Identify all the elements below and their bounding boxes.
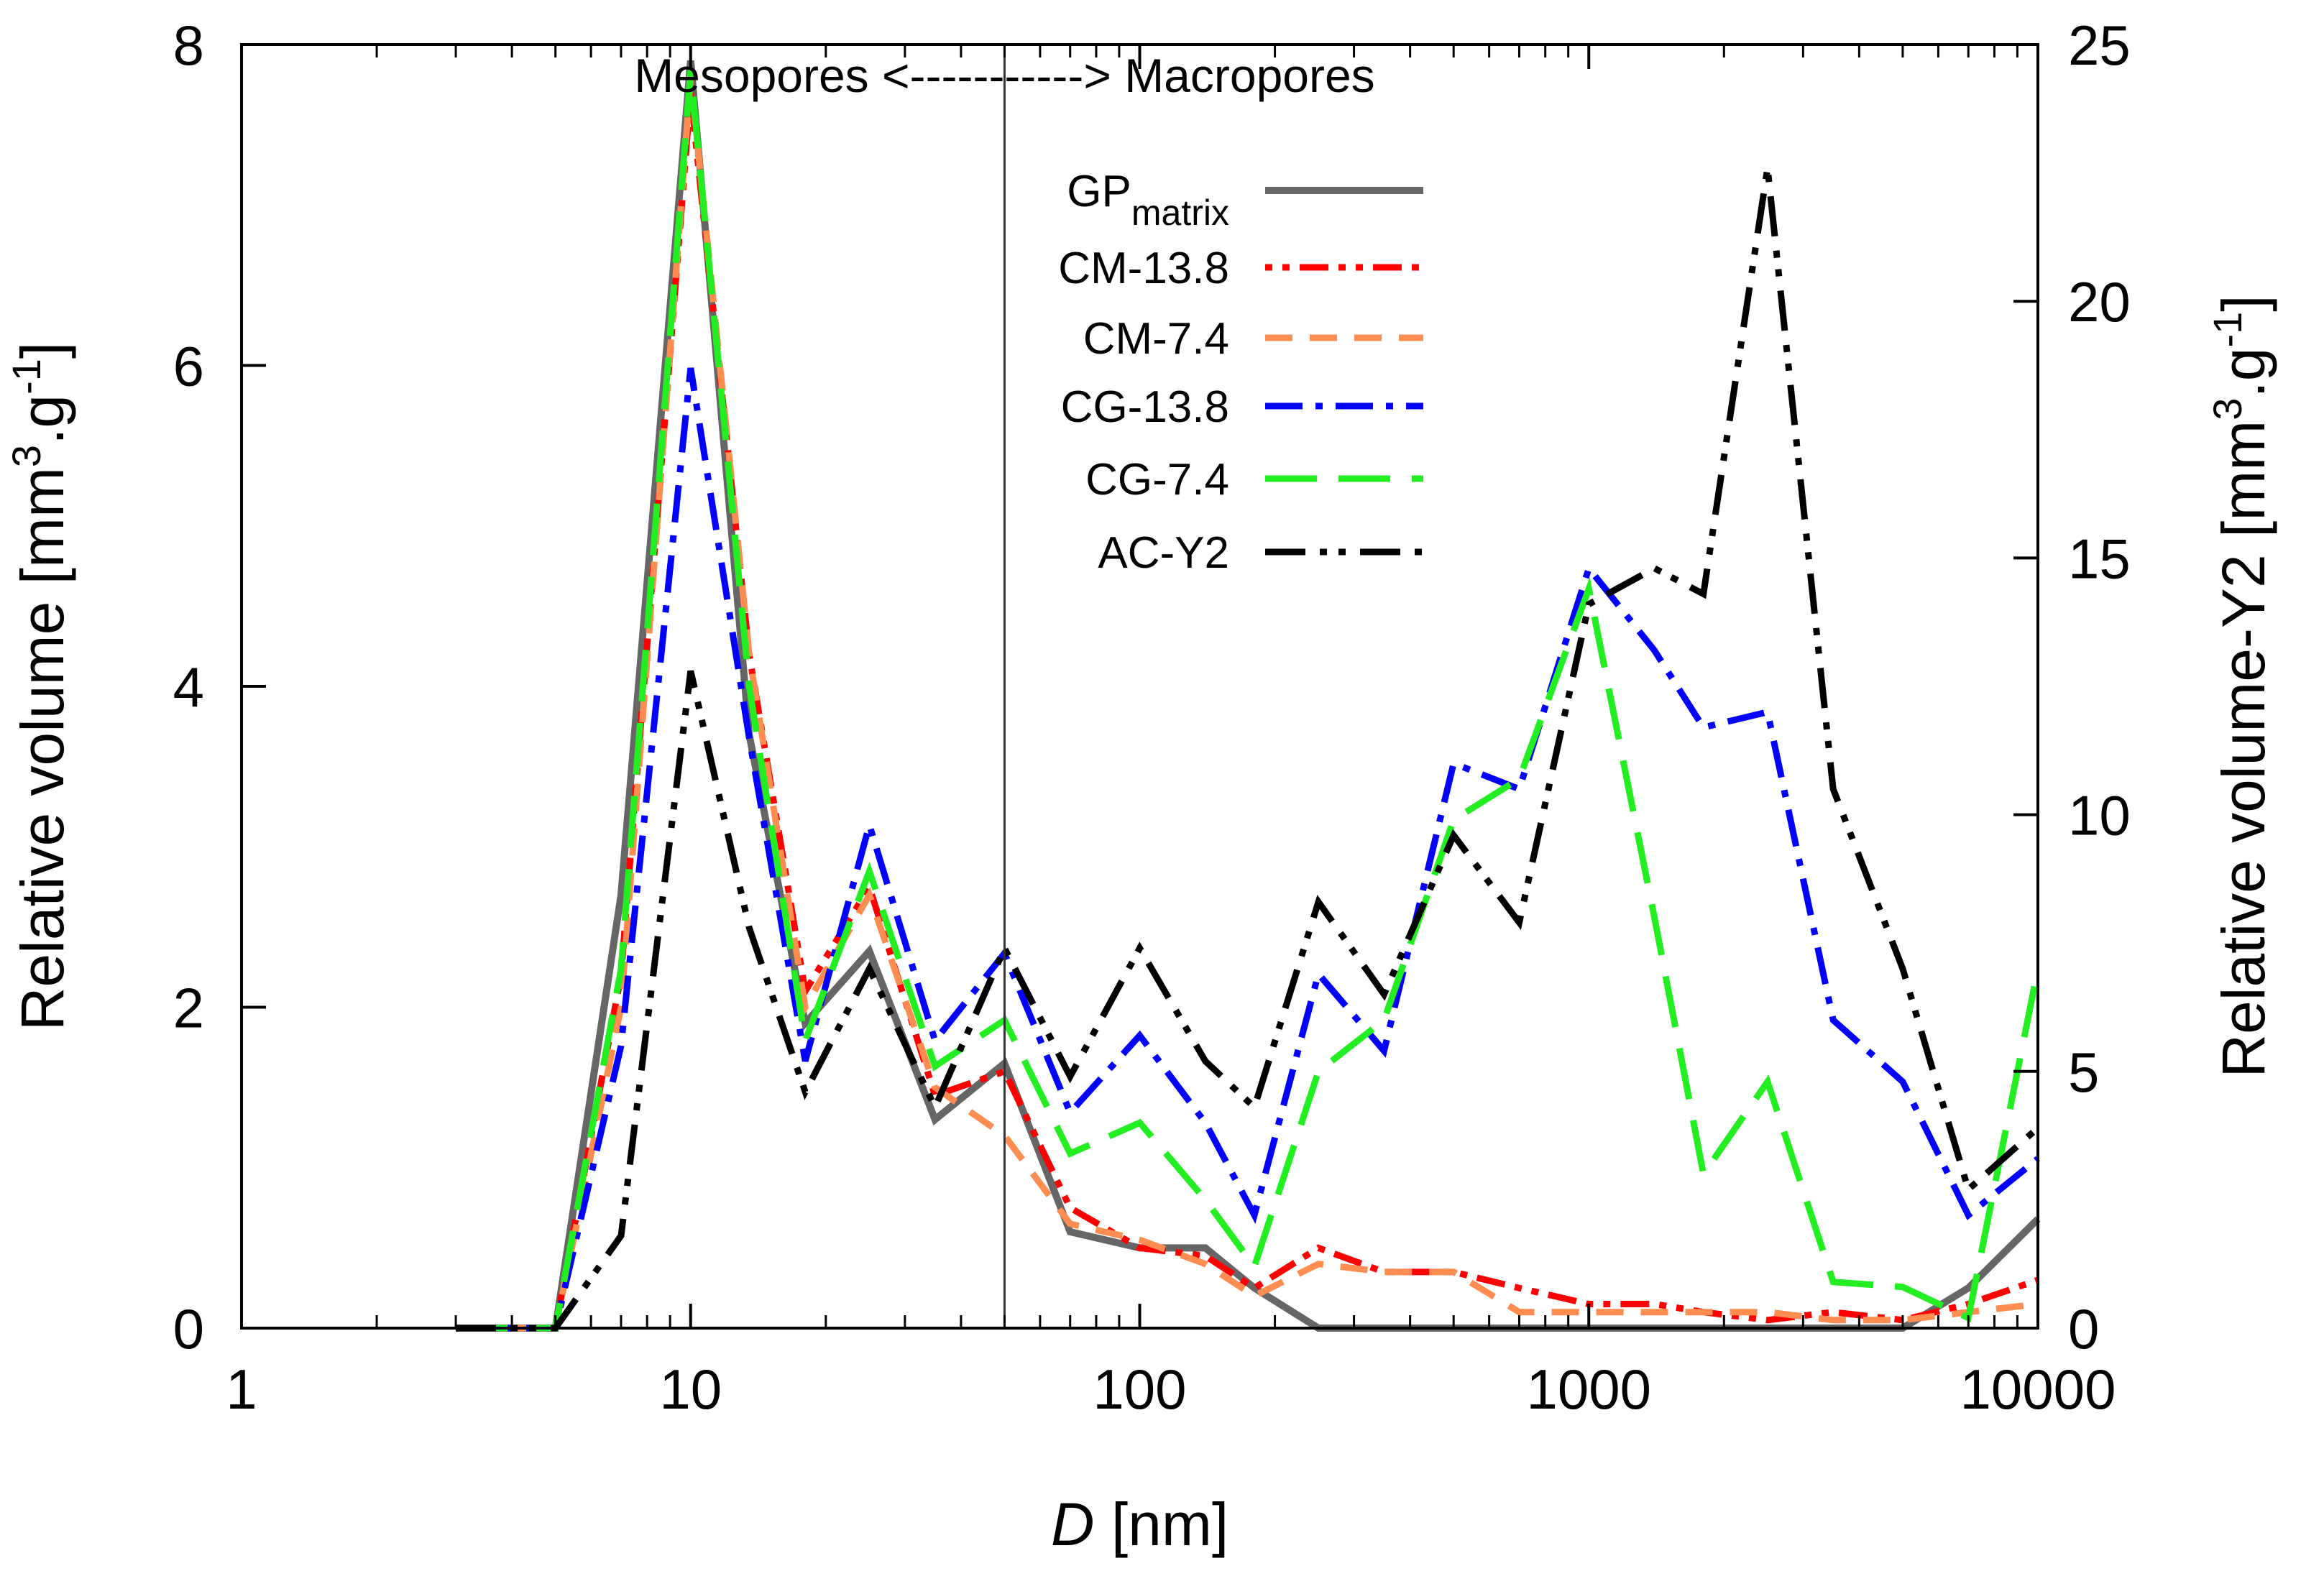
y-right-tick-label: 20 xyxy=(2068,270,2131,333)
series-line-ac-y2 xyxy=(456,167,2040,1332)
y-right-tick-label: 0 xyxy=(2068,1297,2099,1360)
x-tick-label: 10 xyxy=(659,1358,722,1421)
legend-label-text: CM-13.8 xyxy=(1058,244,1229,293)
legend-label-subscript: matrix xyxy=(1131,193,1229,233)
legend-label-ac-y2: AC-Y2 xyxy=(1098,528,1229,578)
y-right-tick-label: 15 xyxy=(2068,527,2131,590)
y-left-tick-label: 6 xyxy=(173,335,204,398)
x-tick-label: 1 xyxy=(226,1358,257,1421)
y-right-axis-title-main: Relative volume-Y2 [mm xyxy=(2210,420,2277,1078)
legend-label-text: AC-Y2 xyxy=(1098,528,1229,578)
legend-label-text: CM-7.4 xyxy=(1083,314,1229,364)
y-left-tick-label: 4 xyxy=(173,655,204,719)
x-axis-title-unit: [nm] xyxy=(1094,1491,1228,1558)
y-left-axis-title-middle: .g xyxy=(9,395,76,445)
legend-label-cg-7-4: CG-7.4 xyxy=(1085,455,1229,505)
y-right-axis-title-end: ] xyxy=(2210,295,2277,311)
x-axis-title-symbol: D xyxy=(1051,1491,1095,1558)
legend-label-cg-13-8: CG-13.8 xyxy=(1061,382,1229,432)
y-right-axis-title: Relative volume-Y2 [mm3.g-1] xyxy=(2205,295,2277,1077)
x-axis-title: D [nm] xyxy=(1051,1491,1228,1558)
y-left-axis-title-end: ] xyxy=(9,342,76,359)
y-right-axis-title-superscript: 3 xyxy=(2205,398,2250,420)
legend-label-cm-13-8: CM-13.8 xyxy=(1058,244,1229,293)
y-left-tick-label: 0 xyxy=(173,1297,204,1360)
legend-label-text: CG-13.8 xyxy=(1061,382,1229,432)
y-left-tick-label: 8 xyxy=(173,14,204,77)
legend-label-text: GP xyxy=(1067,167,1131,216)
series-line-cg-13-8 xyxy=(456,367,2040,1332)
y-right-tick-label: 10 xyxy=(2068,784,2131,847)
y-left-axis-title-main: Relative volume [mm xyxy=(9,467,76,1031)
legend-label-cm-7-4: CM-7.4 xyxy=(1083,314,1229,364)
pore-region-annotation: Mesopores <-----------> Macropores xyxy=(634,49,1374,102)
x-tick-label: 100 xyxy=(1093,1358,1186,1421)
y-left-axis-title-superscript: -1 xyxy=(4,359,49,395)
legend-label-gpmatrix: GPmatrix xyxy=(1067,167,1229,233)
y-left-tick-label: 2 xyxy=(173,977,204,1040)
legend-label-text: CG-7.4 xyxy=(1085,455,1229,505)
legend-layer: GPmatrix CM-13.8 CM-7.4 CG-13.8 CG-7.4 AC-Y2 xyxy=(1058,167,1423,578)
y-right-tick-label: 25 xyxy=(2068,14,2131,77)
y-right-axis-title-middle: .g xyxy=(2210,347,2277,397)
y-right-axis-title-superscript: -1 xyxy=(2205,312,2250,348)
series-line-cg-7-4 xyxy=(456,70,2041,1332)
x-tick-label: 10000 xyxy=(1960,1358,2116,1421)
y-left-axis-title: Relative volume [mm3.g-1] xyxy=(4,342,76,1031)
labels-layer: D [nm]Relative volume [mm3.g-1]Relative … xyxy=(4,49,2277,1558)
x-tick-label: 1000 xyxy=(1526,1358,1651,1421)
y-left-axis-title-superscript: 3 xyxy=(4,445,49,467)
y-right-tick-label: 5 xyxy=(2068,1041,2099,1104)
